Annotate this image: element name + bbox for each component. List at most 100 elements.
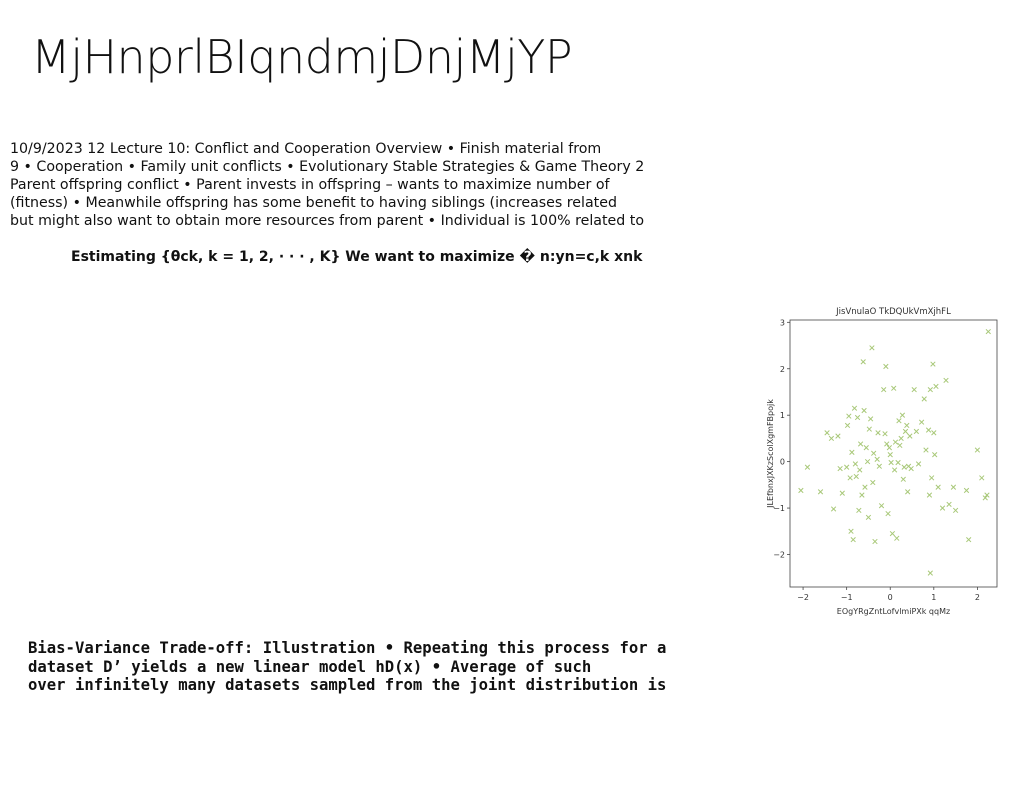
data-point-stroke <box>927 386 933 393</box>
data-point-stroke <box>904 422 910 429</box>
text-line: (fitness) • Meanwhile offspring has some… <box>10 195 617 211</box>
data-point-stroke <box>963 487 970 494</box>
data-point-stroke <box>908 465 914 472</box>
x-tick-label: 1 <box>931 593 936 602</box>
data-point <box>896 418 902 424</box>
data-point <box>913 428 920 435</box>
data-point-stroke <box>839 490 845 496</box>
y-tick-label: 1 <box>780 411 785 420</box>
data-point <box>881 386 887 393</box>
data-point <box>860 359 866 365</box>
data-point <box>848 528 854 534</box>
data-point <box>966 536 972 543</box>
data-point-stroke <box>852 461 859 467</box>
data-point-stroke <box>860 359 866 365</box>
data-point-stroke <box>943 377 949 384</box>
data-point-stroke <box>884 441 890 447</box>
data-point-stroke <box>950 484 957 490</box>
data-point-stroke <box>878 503 885 509</box>
data-point-stroke <box>886 445 893 451</box>
data-point-stroke <box>824 430 830 436</box>
data-point <box>982 495 988 501</box>
data-point-stroke <box>895 459 901 466</box>
data-point-stroke <box>985 328 991 335</box>
data-point <box>882 431 888 437</box>
data-point-stroke <box>847 475 853 481</box>
data-point-stroke <box>979 475 985 481</box>
data-point <box>923 447 929 453</box>
data-point <box>894 535 900 541</box>
data-point <box>984 492 990 498</box>
data-point <box>897 442 903 449</box>
y-tick-label: 0 <box>780 458 785 467</box>
data-point <box>895 459 901 466</box>
data-point <box>886 445 893 451</box>
data-point-stroke <box>885 510 891 517</box>
data-point <box>871 450 877 456</box>
data-point-stroke <box>935 484 941 490</box>
data-point <box>985 328 991 335</box>
data-point-stroke <box>843 464 850 470</box>
data-point <box>891 467 898 473</box>
text-line: 9 • Cooperation • Family unit conflicts … <box>10 159 645 175</box>
data-point-stroke <box>927 570 933 576</box>
data-point <box>862 484 868 490</box>
text-line: 10/9/2023 12 Lecture 10: Conflict and Co… <box>10 141 602 157</box>
data-point <box>927 386 933 393</box>
text-line: dataset D’ yields a new linear model hD(… <box>28 657 592 676</box>
scatter-chart: JisVnulaO TkDQUkVmXjhFL EOgYRgZntLofvlmiP… <box>766 307 998 616</box>
data-point-stroke <box>888 459 894 466</box>
data-point <box>933 383 939 390</box>
data-point-stroke <box>851 405 858 411</box>
data-point <box>875 430 881 436</box>
data-point <box>889 530 896 537</box>
data-point <box>907 433 913 439</box>
data-point-stroke <box>867 416 874 422</box>
data-point-stroke <box>925 427 932 433</box>
data-point <box>849 449 855 455</box>
data-point-stroke <box>828 435 835 442</box>
data-point-stroke <box>835 433 841 439</box>
data-point-stroke <box>881 386 887 393</box>
estimating-heading: Estimating {θck, k = 1, 2, · · · , K} We… <box>71 249 643 265</box>
data-point-stroke <box>876 463 882 469</box>
data-point <box>891 385 897 391</box>
data-point <box>900 476 906 482</box>
text-line: but might also want to obtain more resou… <box>10 213 645 229</box>
data-point <box>963 487 970 494</box>
data-point-stroke <box>871 450 877 456</box>
data-point <box>857 441 864 447</box>
data-point <box>931 430 937 436</box>
data-point-stroke <box>913 428 920 435</box>
data-point-stroke <box>915 461 922 467</box>
data-point <box>927 570 933 576</box>
data-point-stroke <box>939 505 946 511</box>
data-point <box>926 492 933 498</box>
data-point <box>804 464 811 470</box>
data-point <box>835 433 841 439</box>
data-point-stroke <box>946 501 952 507</box>
data-point <box>908 465 914 472</box>
y-tick-label: −1 <box>773 504 785 513</box>
data-point <box>850 536 856 543</box>
lecture-text-block: 10/9/2023 12 Lecture 10: Conflict and Co… <box>10 140 650 230</box>
data-point-stroke <box>856 507 862 514</box>
data-point-stroke <box>892 439 899 445</box>
page-title: MjHnprlBIqndmjDnjMjYP <box>31 30 573 84</box>
data-point <box>902 428 909 435</box>
data-point-stroke <box>900 476 906 482</box>
data-point-stroke <box>905 489 911 495</box>
data-point <box>884 441 890 447</box>
data-point-stroke <box>926 492 933 498</box>
data-point <box>887 452 893 458</box>
data-point-stroke <box>982 495 988 501</box>
data-point-stroke <box>859 492 865 498</box>
data-point-stroke <box>844 422 851 429</box>
data-point <box>904 422 910 429</box>
data-point-stroke <box>930 361 936 367</box>
data-point-stroke <box>901 464 907 470</box>
data-point-stroke <box>928 475 935 481</box>
data-point <box>843 464 850 470</box>
data-point <box>867 416 874 422</box>
data-point <box>865 514 872 521</box>
